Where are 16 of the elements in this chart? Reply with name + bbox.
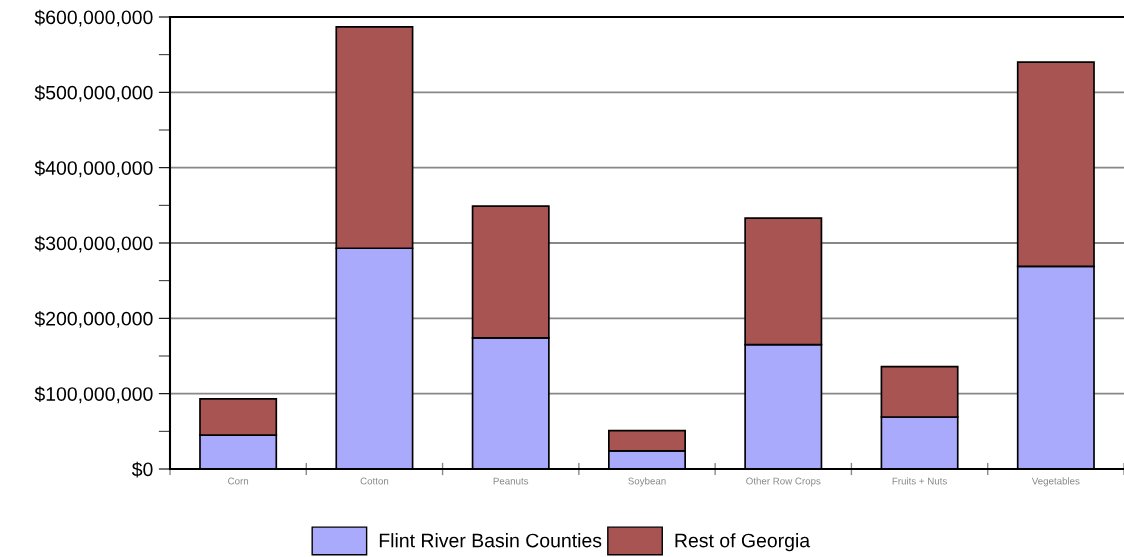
- x-tick-label: Cotton: [360, 477, 389, 485]
- y-tick-label: $200,000,000: [34, 310, 153, 328]
- x-tick-label: Soybean: [628, 477, 666, 487]
- y-tick-label: $600,000,000: [34, 9, 153, 27]
- y-tick-label: $400,000,000: [34, 160, 153, 178]
- legend-label: Flint River Basin Counties: [379, 533, 602, 548]
- x-tick-label: Vegetables: [1031, 477, 1080, 487]
- y-tick-label: $300,000,000: [34, 235, 153, 253]
- x-tick-label: Other Row Crops: [746, 477, 821, 487]
- x-tick-label: Peanuts: [493, 477, 529, 485]
- legend-label: Rest of Georgia: [675, 533, 811, 552]
- y-tick-label: $0: [131, 461, 153, 478]
- y-tick-label: $100,000,000: [34, 386, 153, 404]
- x-tick-label: Corn: [228, 477, 249, 485]
- x-tick-label: Fruits + Nuts: [892, 477, 947, 485]
- y-tick-label: $500,000,000: [34, 84, 153, 102]
